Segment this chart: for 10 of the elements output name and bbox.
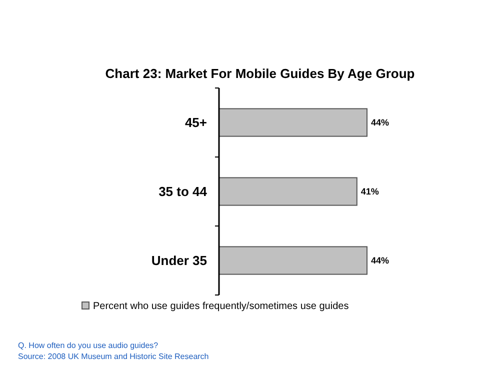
y-tick-label: 45+ xyxy=(184,115,208,130)
data-label: 44% xyxy=(371,256,390,266)
chart-title: Chart 23: Market For Mobile Guides By Age Group xyxy=(105,66,415,81)
data-label: 41% xyxy=(360,186,379,197)
source-note: Source: 2008 UK Museum and Historic Site Research xyxy=(18,352,209,361)
legend-label: Percent who use guides frequently/sometimes use guides xyxy=(93,301,349,312)
text: Q. How often do you use audio guides? xyxy=(18,341,159,350)
data-label: 44% xyxy=(371,118,390,128)
y-tick-label: 35 to 44 xyxy=(158,184,208,200)
y-tick-label: Under 35 xyxy=(151,253,207,268)
